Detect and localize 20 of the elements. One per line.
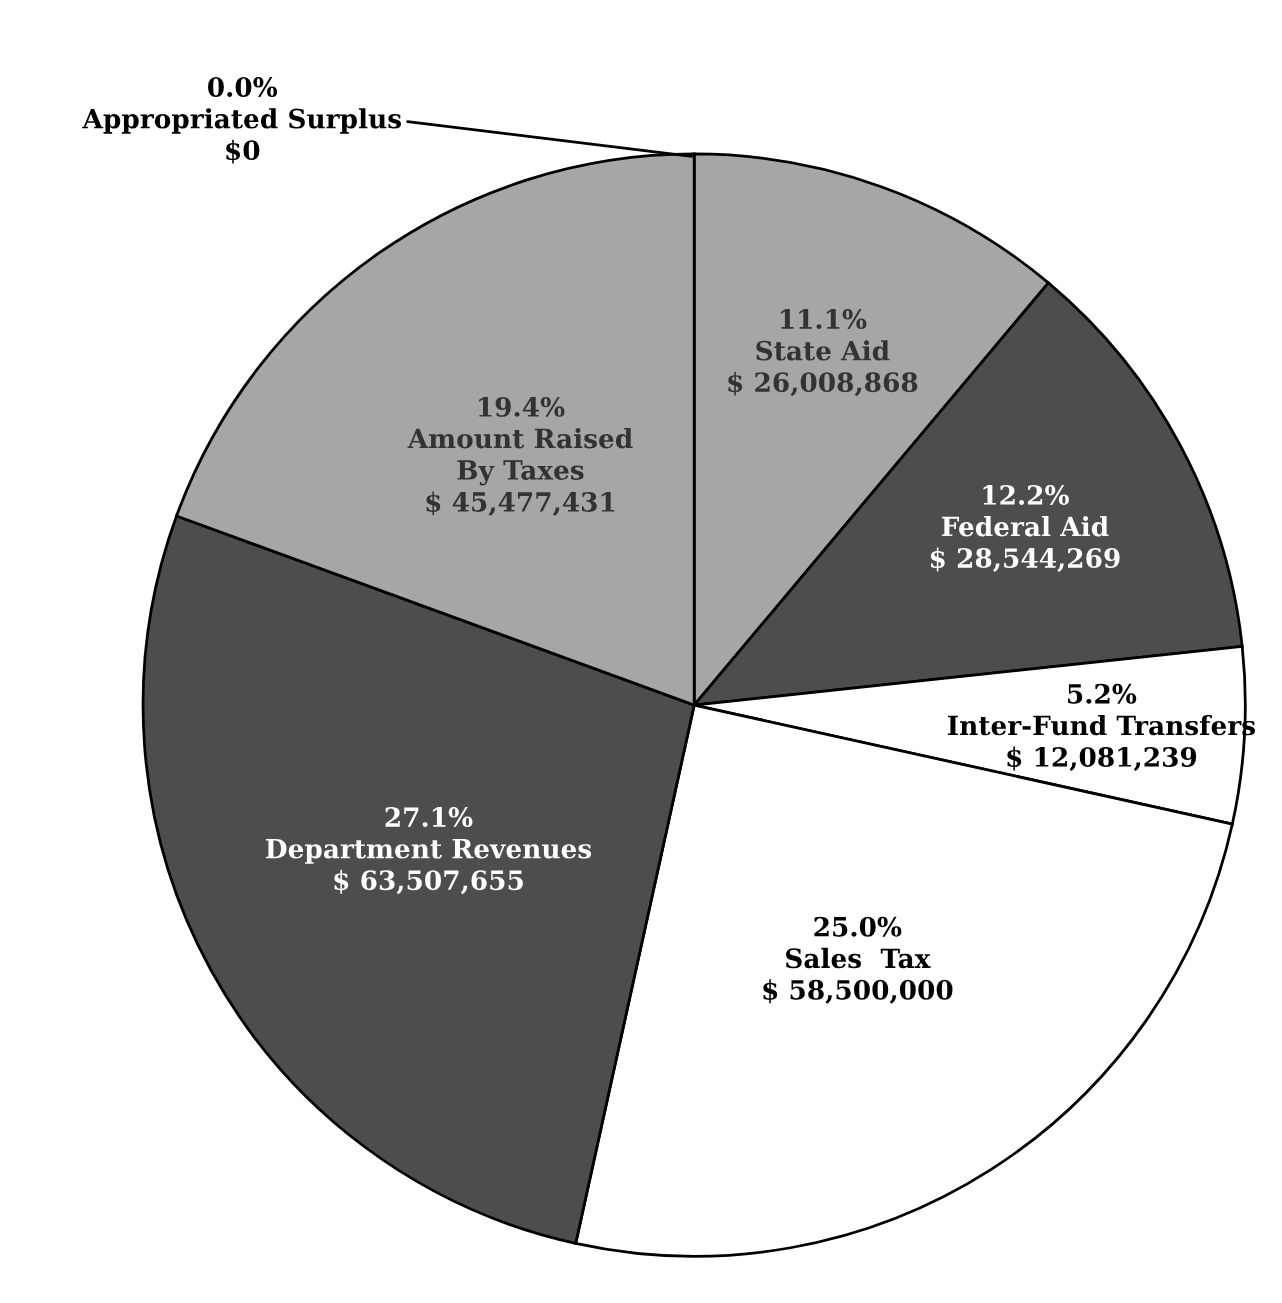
text: 25.0%: [814, 916, 902, 937]
slice-label: Sales Tax: [786, 947, 931, 969]
text: 27.1%: [385, 807, 473, 828]
data-label: $ 58,500,000: [763, 979, 953, 1004]
slice-label: Federal Aid: [941, 516, 1109, 537]
text: 11.1%: [780, 309, 867, 330]
text: 0.0%: [208, 77, 278, 98]
data-label: $ 12,081,239: [1007, 746, 1197, 771]
slice-label: Amount Raised By Taxes: [407, 427, 633, 486]
text: 5.2%: [1068, 683, 1137, 704]
data-label: $ 63,507,655: [334, 869, 523, 895]
data-label: $ 28,544,269: [930, 547, 1120, 573]
data-label: $ 26,008,868: [728, 371, 918, 397]
text: $0: [226, 139, 260, 164]
text: 19.4%: [479, 396, 565, 417]
text: 12.2%: [983, 484, 1069, 505]
slice-label: State Aid: [756, 340, 890, 361]
category-label: Appropriated Surplus: [82, 108, 401, 134]
data-label: $ 45,477,431: [426, 491, 615, 516]
slice-label: Department Revenues: [265, 838, 592, 864]
